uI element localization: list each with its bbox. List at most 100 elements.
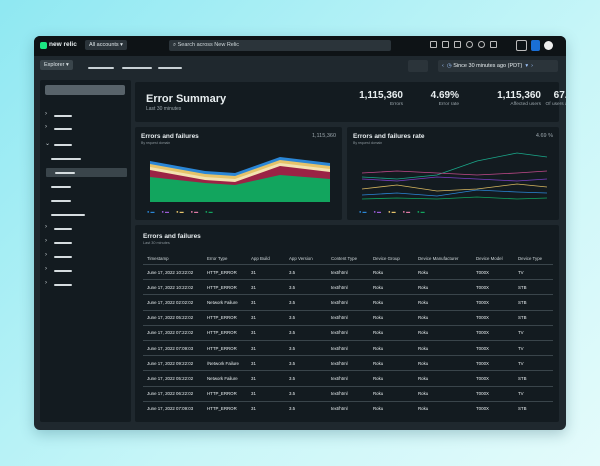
stat-value: 1,115,360: [497, 90, 541, 101]
table-cell: T000X: [476, 284, 489, 290]
icon[interactable]: [442, 41, 449, 48]
avatar[interactable]: [544, 41, 553, 50]
sidebar-item[interactable]: [46, 168, 127, 177]
table-cell: TV: [518, 360, 524, 366]
table-cell: Network Failure: [207, 299, 238, 305]
summary-card: Error Summary Last 30 minutes 1,115,360 E…: [135, 82, 566, 122]
sidebar-item[interactable]: ›: [45, 124, 125, 133]
table-header: Timestamp Error Type App Build App Version C…: [143, 252, 553, 264]
table-cell: June 17, 2022 05:22:02: [147, 375, 194, 381]
icon[interactable]: [490, 41, 497, 48]
stat-value: 1,115,360: [359, 90, 403, 101]
column-header[interactable]: Content Type: [331, 255, 358, 261]
placeholder: [122, 67, 152, 69]
chat-button[interactable]: [516, 40, 527, 51]
sidebar-search[interactable]: [45, 85, 125, 95]
line: [361, 189, 548, 197]
table-cell: HTTP_ERROR: [207, 330, 237, 336]
column-header[interactable]: Device Type: [518, 255, 543, 261]
table-cell: HTTP_ERROR: [207, 391, 237, 397]
icon[interactable]: [430, 41, 437, 48]
table-cell: 31: [251, 406, 256, 412]
placeholder: [54, 228, 72, 230]
summary-subtitle: Last 30 minutes: [146, 106, 182, 112]
chart-subtitle: By request domain: [141, 141, 171, 145]
chevron: ›: [45, 280, 47, 286]
table-row: June 17, 2022 10:22:02 HTTP_ERROR 31 3.5 tex…: [143, 279, 553, 294]
placeholder: [54, 270, 72, 272]
stat-label: Affected users: [510, 102, 541, 107]
legend-swatch: ● ▬: [205, 209, 213, 214]
sidebar-item[interactable]: [45, 196, 125, 205]
chevron: ›: [45, 238, 47, 244]
table-title: Errors and failures: [143, 233, 201, 240]
column-header[interactable]: Device Manufacturer: [418, 255, 459, 261]
column-header[interactable]: Device Group: [373, 255, 400, 261]
sidebar-item[interactable]: ›: [45, 238, 125, 247]
sidebar-item[interactable]: ⌄: [45, 140, 125, 149]
table-cell: T000X: [476, 406, 489, 412]
legend-swatch: ● ▬: [161, 209, 170, 214]
sidebar-item[interactable]: ›: [45, 224, 125, 233]
sidebar-item[interactable]: ›: [45, 280, 125, 289]
table-cell: T000X: [476, 269, 489, 275]
stat-label: Error rate: [438, 102, 459, 107]
table-cell: June 17, 2022 07:09:03: [147, 345, 194, 351]
table-cell: 3.5: [289, 315, 296, 321]
chevron: ›: [45, 224, 47, 230]
table-card: Errors and failures Last 30 minutes Time…: [135, 225, 559, 422]
table-row: June 17, 2022 07:22:02 HTTP_ERROR 31 3.5 tex…: [143, 324, 553, 340]
legend-swatch: ● ▬: [147, 209, 155, 214]
column-header[interactable]: Device Model: [476, 255, 503, 261]
placeholder: [54, 128, 72, 130]
area: [150, 175, 330, 202]
sidebar-item[interactable]: ›: [45, 252, 125, 261]
table-cell: 31: [251, 360, 256, 366]
table-cell: Roku: [418, 284, 429, 290]
table-cell: 31: [251, 375, 256, 381]
column-header[interactable]: App Version: [289, 255, 313, 261]
column-header[interactable]: Timestamp: [147, 255, 169, 261]
table-cell: 3.5: [289, 375, 296, 381]
table-row: June 17, 2022 05:22:02 Network Failure 31 3…: [143, 370, 553, 385]
explorer-label: Explorer: [44, 62, 65, 68]
chart-subtitle: By request domain: [353, 141, 383, 145]
table-cell: June 17, 2022 02:02:02: [147, 299, 194, 305]
time-picker[interactable]: ‹ ◷ Since 30 minutes ago (PDT) ▾ ›: [438, 60, 558, 72]
sidebar-item[interactable]: ›: [45, 266, 125, 275]
column-header[interactable]: App Build: [251, 255, 270, 261]
icon[interactable]: [466, 41, 473, 48]
chart-toggle[interactable]: [408, 60, 428, 72]
column-header[interactable]: Error Type: [207, 255, 228, 261]
table-cell: T000X: [476, 345, 489, 351]
brand: new relic: [49, 41, 77, 48]
table-cell: Roku: [373, 330, 384, 336]
table-cell: Roku: [418, 269, 429, 275]
table-cell: STB: [518, 299, 527, 305]
notification-button[interactable]: [531, 40, 540, 51]
icon[interactable]: [454, 41, 461, 48]
table-cell: TV: [518, 391, 524, 397]
sidebar-item[interactable]: ›: [45, 111, 125, 120]
sidebar-item[interactable]: [45, 154, 125, 163]
table-cell: Roku: [373, 375, 384, 381]
icon[interactable]: [478, 41, 485, 48]
account-dropdown[interactable]: All accounts ▾: [85, 40, 127, 50]
sidebar-item[interactable]: [45, 210, 125, 219]
table-cell: Roku: [418, 391, 429, 397]
table-subtitle: Last 30 minutes: [143, 241, 170, 245]
sidebar-item[interactable]: [45, 182, 125, 191]
table-cell: 31: [251, 391, 256, 397]
line: [361, 176, 548, 182]
table-cell: text/html: [331, 360, 348, 366]
line: [361, 183, 548, 192]
table-cell: TV: [518, 345, 524, 351]
icon-bar: [430, 41, 510, 50]
table-cell: 3.5: [289, 345, 296, 351]
table-cell: 3.5: [289, 360, 296, 366]
explorer-dropdown[interactable]: Explorer ▾: [40, 60, 73, 70]
table-cell: text/html: [331, 330, 348, 336]
table-cell: 31: [251, 330, 256, 336]
chart-value: 1,115,360: [311, 133, 336, 139]
search-box[interactable]: ⌕ Search across New Relic: [169, 40, 391, 51]
